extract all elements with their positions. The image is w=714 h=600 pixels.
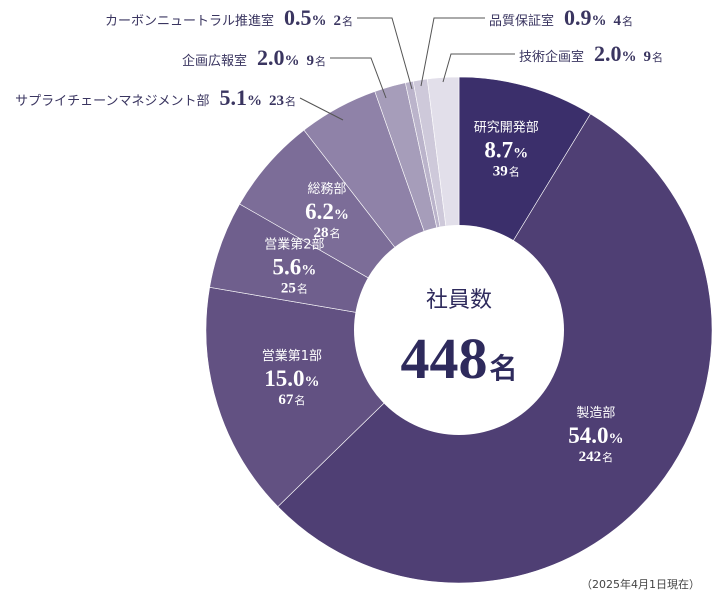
slice-label-name: 営業第1部 xyxy=(262,348,322,364)
slice-label-percent: 54.0% xyxy=(568,423,623,448)
slice-count-number: 39 xyxy=(493,163,508,179)
slice-percent-number: 8.7 xyxy=(484,137,513,162)
center-total-value: 448名 xyxy=(400,326,517,391)
slice-label-count: 39名 xyxy=(493,163,520,179)
slice-count-unit: 名 xyxy=(315,54,326,68)
slice-percent-sign: % xyxy=(609,431,624,447)
leader-line xyxy=(299,97,344,121)
leader-line xyxy=(420,17,485,87)
slice-label-name: 企画広報室 xyxy=(182,53,247,69)
slice-percent-number: 6.2 xyxy=(305,199,334,224)
slice-percent-sign: % xyxy=(513,145,528,161)
slice-percent-number: 15.0 xyxy=(264,366,304,391)
slice-count-number: 4 xyxy=(614,13,622,29)
slice-percent-sign: % xyxy=(592,13,607,29)
slice-count-unit: 名 xyxy=(330,226,341,240)
leader-line xyxy=(330,57,387,99)
slice-label-count: 242名 xyxy=(579,449,614,465)
slice-labels: 研究開発部8.7%39名製造部54.0%242名営業第1部15.0%67名営業第… xyxy=(15,5,663,465)
slice-count-unit: 名 xyxy=(622,14,633,28)
center-total: 社員数 448名 xyxy=(400,288,517,391)
slice-percent-number: 0.9 xyxy=(564,5,592,30)
slice-label-percent: 6.2% xyxy=(305,199,349,224)
slice-count-unit: 名 xyxy=(652,50,663,64)
donut-hole xyxy=(354,225,564,435)
leader-line xyxy=(442,53,515,83)
slice-percent-number: 0.5 xyxy=(284,5,312,30)
slice-label: 企画広報室 2.0% 9名 xyxy=(182,45,326,70)
center-label: 社員数 xyxy=(426,288,492,313)
slice-label-name: 総務部 xyxy=(307,182,346,197)
slice-label-percent: 15.0% xyxy=(264,366,319,391)
slice-count-number: 67 xyxy=(278,392,294,408)
slice-percent-number: 54.0 xyxy=(568,423,608,448)
slice-percent-sign: % xyxy=(334,207,349,223)
slice-label: カーボンニュートラル推進室 0.5% 2名 xyxy=(105,5,353,30)
slice-count-number: 25 xyxy=(281,281,296,297)
slice-label: サプライチェーンマネジメント部 5.1% 23名 xyxy=(15,85,296,110)
slice-count-unit: 名 xyxy=(342,14,353,28)
slice-count-unit: 名 xyxy=(602,450,613,464)
slice-label-name: 研究開発部 xyxy=(474,120,539,135)
slice-percent-number: 5.6 xyxy=(272,255,301,280)
center-total-unit: 名 xyxy=(489,352,517,385)
slice-count-unit: 名 xyxy=(297,282,308,296)
slice-label-name: 技術企画室 xyxy=(519,49,584,65)
slice-count-number: 9 xyxy=(644,49,652,65)
leader-lines xyxy=(299,17,515,121)
as-of-date-note: （2025年4月1日現在） xyxy=(581,578,700,591)
slice-label-name: サプライチェーンマネジメント部 xyxy=(15,94,209,109)
slice-count-number: 9 xyxy=(307,53,315,69)
leader-line xyxy=(357,17,413,90)
slice-percent-sign: % xyxy=(305,374,320,390)
slice-percent-sign: % xyxy=(247,93,262,109)
slice-percent-sign: % xyxy=(312,13,327,29)
slice-label-name: 営業第2部 xyxy=(264,237,324,253)
slice-percent-sign: % xyxy=(301,263,316,279)
slice-label: 技術企画室 2.0% 9名 xyxy=(519,41,663,66)
slice-count-unit: 名 xyxy=(294,393,305,407)
slice-count-number: 2 xyxy=(334,13,342,29)
slice-percent-number: 2.0 xyxy=(257,45,285,70)
slice-label: 品質保証室 0.9% 4名 xyxy=(489,5,633,30)
slice-label-name: 品質保証室 xyxy=(489,13,554,29)
slice-count-unit: 名 xyxy=(509,164,520,178)
slice-percent-sign: % xyxy=(285,53,300,69)
slice-percent-number: 2.0 xyxy=(594,41,622,66)
slice-label-count: 67名 xyxy=(278,392,305,408)
slice-label-percent: 5.6% xyxy=(272,255,316,280)
slice-label-name: カーボンニュートラル推進室 xyxy=(105,13,274,29)
slice-count-number: 23 xyxy=(269,93,284,109)
slice-count-unit: 名 xyxy=(285,94,296,108)
slice-label-count: 28名 xyxy=(314,225,341,241)
slice-label-percent: 8.7% xyxy=(484,137,528,162)
slice-count-number: 242 xyxy=(579,449,602,465)
slice-count-number: 28 xyxy=(314,225,329,241)
slice-percent-sign: % xyxy=(622,49,637,65)
slice-label-name: 製造部 xyxy=(576,406,615,421)
slice-percent-number: 5.1 xyxy=(220,85,248,110)
center-total-number: 448 xyxy=(400,326,487,391)
slice-label-count: 25名 xyxy=(281,281,308,297)
